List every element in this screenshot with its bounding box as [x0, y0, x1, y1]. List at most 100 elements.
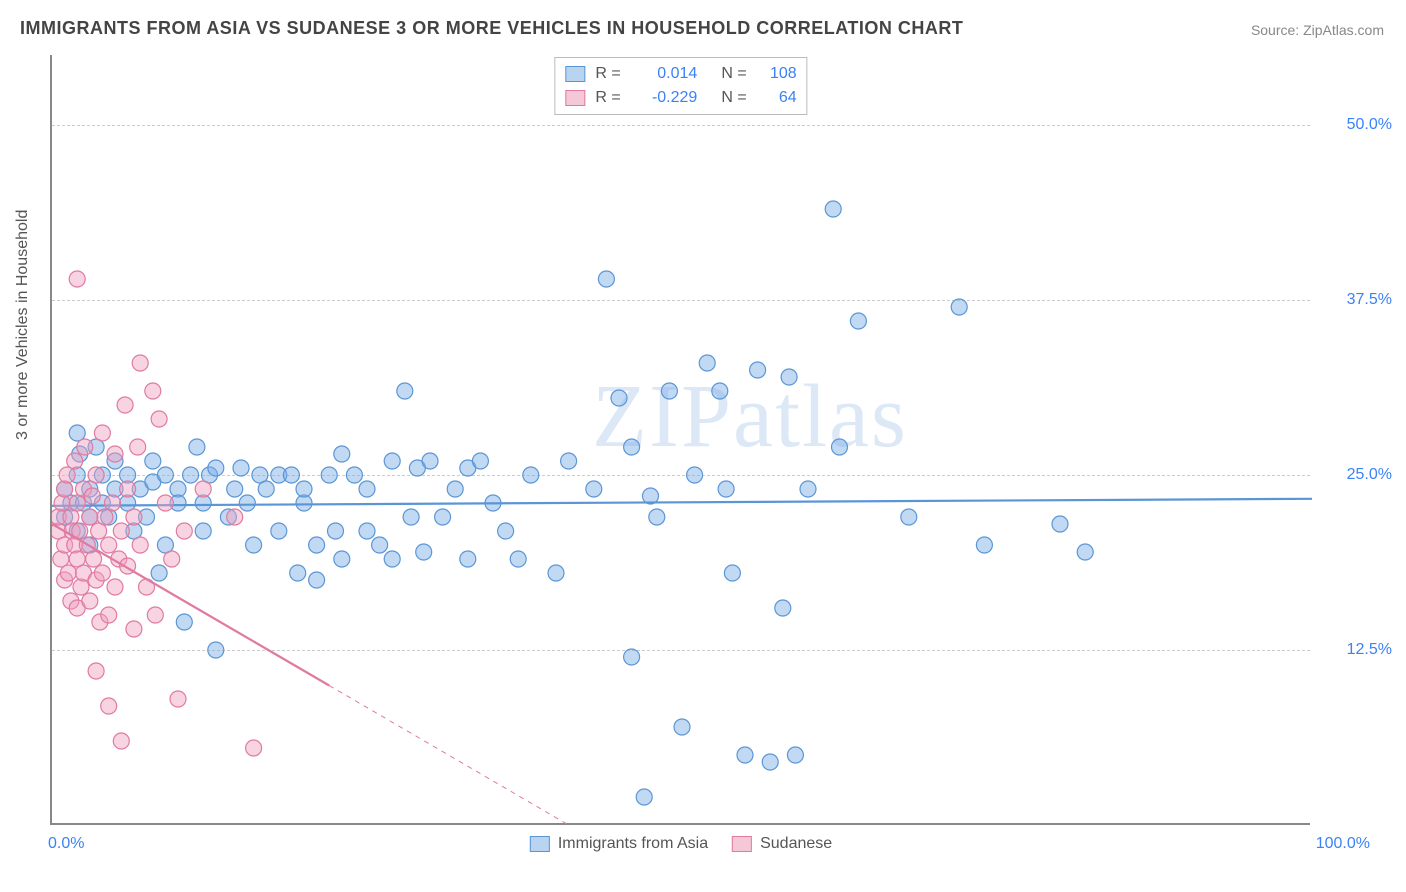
chart-title: IMMIGRANTS FROM ASIA VS SUDANESE 3 OR MO…: [20, 18, 963, 39]
data-point: [107, 446, 123, 462]
data-point: [1052, 516, 1068, 532]
data-point: [57, 481, 73, 497]
stats-legend-box: R = 0.014 N = 108 R = -0.229 N = 64: [554, 57, 807, 115]
data-point: [649, 509, 665, 525]
scatter-svg: [52, 55, 1312, 825]
data-point: [611, 390, 627, 406]
data-point: [120, 481, 136, 497]
data-point: [724, 565, 740, 581]
data-point: [239, 495, 255, 511]
y-tick-label: 25.0%: [1322, 466, 1392, 484]
data-point: [384, 551, 400, 567]
data-point: [346, 467, 362, 483]
data-point: [800, 481, 816, 497]
data-point: [195, 523, 211, 539]
data-point: [145, 383, 161, 399]
data-point: [69, 425, 85, 441]
data-point: [309, 537, 325, 553]
legend-swatch-asia: [530, 836, 550, 852]
data-point: [113, 733, 129, 749]
data-point: [94, 425, 110, 441]
n-value-sudanese: 64: [757, 86, 797, 110]
data-point: [976, 537, 992, 553]
data-point: [636, 789, 652, 805]
data-point: [130, 439, 146, 455]
data-point: [60, 565, 76, 581]
legend-item-asia: Immigrants from Asia: [530, 835, 708, 853]
data-point: [233, 460, 249, 476]
regression-line-extrapolated: [329, 686, 568, 825]
data-point: [951, 299, 967, 315]
y-tick-label: 50.0%: [1322, 116, 1392, 134]
data-point: [84, 488, 100, 504]
data-point: [624, 439, 640, 455]
bottom-legend: Immigrants from Asia Sudanese: [530, 835, 832, 853]
data-point: [290, 565, 306, 581]
data-point: [825, 201, 841, 217]
data-point: [403, 509, 419, 525]
data-point: [283, 467, 299, 483]
data-point: [151, 411, 167, 427]
stats-row-sudanese: R = -0.229 N = 64: [565, 86, 796, 110]
data-point: [246, 740, 262, 756]
swatch-sudanese: [565, 90, 585, 106]
data-point: [59, 467, 75, 483]
data-point: [189, 439, 205, 455]
data-point: [88, 467, 104, 483]
data-point: [164, 551, 180, 567]
data-point: [82, 509, 98, 525]
data-point: [126, 621, 142, 637]
data-point: [328, 523, 344, 539]
data-point: [523, 467, 539, 483]
data-point: [94, 565, 110, 581]
data-point: [113, 523, 129, 539]
y-tick-label: 37.5%: [1322, 291, 1392, 309]
data-point: [157, 495, 173, 511]
data-point: [718, 481, 734, 497]
data-point: [145, 453, 161, 469]
data-point: [422, 453, 438, 469]
data-point: [435, 509, 451, 525]
data-point: [416, 544, 432, 560]
data-point: [73, 579, 89, 595]
legend-swatch-sudanese: [732, 836, 752, 852]
data-point: [69, 271, 85, 287]
data-point: [132, 355, 148, 371]
data-point: [901, 509, 917, 525]
legend-item-sudanese: Sudanese: [732, 835, 832, 853]
data-point: [687, 467, 703, 483]
data-point: [359, 523, 375, 539]
data-point: [750, 362, 766, 378]
r-value-sudanese: -0.229: [637, 86, 697, 110]
data-point: [586, 481, 602, 497]
data-point: [561, 453, 577, 469]
data-point: [101, 607, 117, 623]
data-point: [195, 481, 211, 497]
data-point: [208, 642, 224, 658]
x-tick-max: 100.0%: [1316, 835, 1370, 853]
swatch-asia: [565, 66, 585, 82]
data-point: [126, 509, 142, 525]
data-point: [176, 614, 192, 630]
data-point: [176, 523, 192, 539]
data-point: [321, 467, 337, 483]
data-point: [208, 460, 224, 476]
data-point: [107, 579, 123, 595]
y-axis-title: 3 or more Vehicles in Household: [14, 210, 32, 440]
data-point: [86, 551, 102, 567]
data-point: [460, 551, 476, 567]
data-point: [384, 453, 400, 469]
r-value-asia: 0.014: [637, 62, 697, 86]
data-point: [271, 523, 287, 539]
data-point: [183, 467, 199, 483]
legend-label-asia: Immigrants from Asia: [558, 835, 708, 853]
data-point: [147, 607, 163, 623]
data-point: [227, 481, 243, 497]
data-point: [309, 572, 325, 588]
data-point: [88, 663, 104, 679]
data-point: [157, 467, 173, 483]
data-point: [548, 565, 564, 581]
data-point: [296, 481, 312, 497]
data-point: [762, 754, 778, 770]
data-point: [334, 551, 350, 567]
